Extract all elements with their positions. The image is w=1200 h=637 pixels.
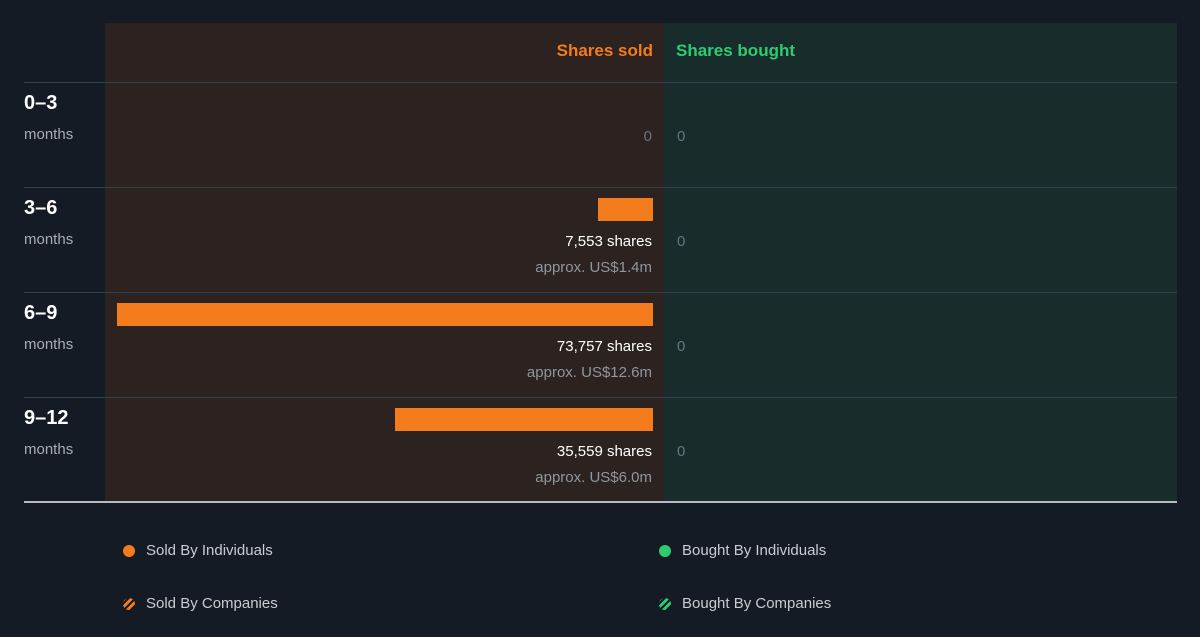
shares-bought-panel	[664, 23, 1177, 502]
sold-shares-label: 73,757 shares	[556, 338, 652, 355]
legend-label: Bought By Individuals	[682, 542, 827, 559]
period-label: 3–6	[24, 197, 58, 219]
sold-value-label: approx. US$1.4m	[535, 259, 652, 276]
sold-value-label: approx. US$12.6m	[526, 364, 652, 381]
row-divider	[24, 292, 1177, 293]
period-label: 6–9	[24, 302, 58, 324]
bought-zero-label: 0	[677, 443, 686, 460]
period-unit-label: months	[24, 336, 74, 353]
period-row-9-12: 9–12 months 35,559 shares approx. US$6.0…	[0, 397, 1200, 502]
row-divider	[24, 82, 1177, 83]
sold-value-label: approx. US$6.0m	[535, 469, 652, 486]
period-label: 9–12	[24, 407, 69, 429]
period-unit-label: months	[24, 441, 74, 458]
bought-zero-label: 0	[677, 128, 686, 145]
bought-zero-label: 0	[677, 338, 686, 355]
sold-bar	[598, 198, 653, 221]
period-row-6-9: 6–9 months 73,757 shares approx. US$12.6…	[0, 292, 1200, 397]
sold-shares-label: 35,559 shares	[556, 443, 652, 460]
period-unit-label: months	[24, 231, 74, 248]
sold-zero-label: 0	[643, 128, 652, 145]
chart-baseline	[24, 501, 1177, 503]
legend-label: Sold By Companies	[146, 595, 278, 612]
orange-dot-icon	[123, 545, 135, 557]
period-unit-label: months	[24, 126, 74, 143]
row-divider	[24, 187, 1177, 188]
period-label: 0–3	[24, 92, 58, 114]
sold-shares-label: 7,553 shares	[565, 233, 652, 250]
sold-bar	[394, 408, 653, 431]
row-divider	[24, 397, 1177, 398]
green-dot-icon	[659, 545, 671, 557]
orange-hatched-dot-icon	[123, 598, 135, 610]
green-hatched-dot-icon	[659, 598, 671, 610]
bought-zero-label: 0	[677, 233, 686, 250]
period-row-0-3: 0–3 months 0 0	[0, 82, 1200, 187]
shares-sold-header: Shares sold	[556, 41, 653, 60]
legend-label: Sold By Individuals	[146, 542, 273, 559]
sold-bar	[117, 303, 653, 326]
legend-label: Bought By Companies	[682, 595, 832, 612]
period-row-3-6: 3–6 months 7,553 shares approx. US$1.4m …	[0, 187, 1200, 292]
shares-bought-header: Shares bought	[676, 41, 796, 60]
